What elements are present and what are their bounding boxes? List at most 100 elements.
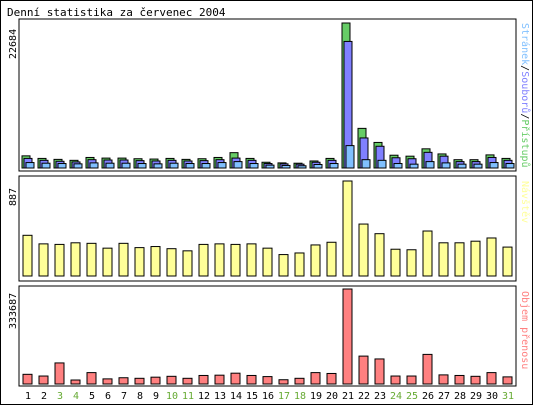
bar-kbytes [358, 355, 369, 385]
bar-visits [406, 249, 417, 277]
bar-visits [246, 243, 257, 277]
bar-visits [118, 242, 129, 277]
bar-pages [89, 162, 99, 169]
day-label: 24 [390, 391, 402, 402]
bar-pages [185, 163, 195, 169]
day-label: 28 [454, 391, 466, 402]
bar-kbytes [422, 353, 433, 385]
legend-separator: / [519, 113, 530, 119]
bar-pages [297, 165, 307, 169]
bar-visits [342, 180, 353, 277]
day-label: 7 [121, 391, 127, 402]
day-label: 1 [25, 391, 31, 402]
bar-kbytes [294, 377, 305, 385]
bar-pages [313, 163, 323, 169]
hits-max-label: 22684 [8, 29, 19, 59]
bar-visits [422, 230, 433, 277]
bar-pages [57, 163, 67, 169]
bar-pages [105, 162, 115, 169]
bar-kbytes [390, 375, 401, 385]
day-label: 30 [486, 391, 498, 402]
bar-kbytes [38, 375, 49, 385]
day-label: 26 [422, 391, 434, 402]
bar-kbytes [118, 377, 129, 385]
bar-visits [358, 223, 369, 277]
legend-files: Souborů [519, 71, 531, 113]
bar-pages [73, 163, 83, 169]
day-label: 25 [406, 391, 418, 402]
kbytes-panel [18, 285, 517, 387]
bar-kbytes [278, 379, 289, 385]
visits-max-label: 887 [8, 188, 19, 206]
bar-pages [457, 163, 467, 169]
bar-pages [201, 163, 211, 169]
bar-kbytes [342, 288, 353, 385]
bar-kbytes [230, 372, 241, 385]
bar-visits [390, 248, 401, 277]
day-label: 12 [198, 391, 210, 402]
bar-kbytes [214, 374, 225, 385]
day-label: 14 [230, 391, 242, 402]
day-label: 31 [502, 391, 514, 402]
bar-pages [505, 163, 515, 169]
bar-visits [294, 252, 305, 277]
day-label: 3 [57, 391, 63, 402]
bar-visits [70, 242, 81, 277]
day-label: 27 [438, 391, 450, 402]
legend-visits: Návštěv [519, 181, 531, 223]
bar-visits [374, 233, 385, 277]
bar-pages [473, 163, 483, 169]
bar-pages [121, 162, 131, 169]
bar-pages [265, 164, 275, 169]
day-label: 2 [41, 391, 47, 402]
day-label: 4 [73, 391, 79, 402]
bar-visits [454, 242, 465, 277]
bar-kbytes [134, 377, 145, 385]
day-label: 6 [105, 391, 111, 402]
bar-kbytes [438, 374, 449, 385]
bar-visits [54, 243, 65, 277]
bar-pages [41, 162, 51, 169]
legend-kbytes: Objem přenosu [519, 291, 531, 369]
bar-pages [249, 163, 259, 169]
day-label: 15 [246, 391, 258, 402]
bar-pages [489, 162, 499, 169]
bar-pages [393, 163, 403, 169]
bar-visits [310, 244, 321, 277]
bar-visits [214, 243, 225, 277]
bar-visits [230, 243, 241, 277]
bar-visits [38, 243, 49, 277]
day-axis: 1 2 3 4 5 6 7 8 9 10 11 12 13 14 15 16 17 18 19 20 21 22 23 24 2… [25, 391, 514, 402]
day-label: 17 [278, 391, 290, 402]
bar-kbytes [310, 372, 321, 385]
bar-visits [86, 242, 97, 277]
bar-kbytes [454, 374, 465, 385]
bar-pages [377, 159, 387, 169]
bar-pages [329, 163, 339, 169]
bar-kbytes [374, 358, 385, 385]
day-label: 13 [214, 391, 226, 402]
chart-title: Denní statistika za červenec 2004 [7, 6, 226, 19]
bar-kbytes [86, 372, 97, 385]
bar-kbytes [54, 362, 65, 385]
bar-pages [137, 163, 147, 169]
day-label: 8 [137, 391, 143, 402]
day-label: 20 [326, 391, 338, 402]
day-label: 18 [294, 391, 306, 402]
day-label: 10 [166, 391, 178, 402]
bar-pages [409, 163, 419, 169]
bar-pages [281, 164, 291, 169]
day-label: 5 [89, 391, 95, 402]
bar-visits [150, 246, 161, 277]
bar-kbytes [246, 374, 257, 385]
bar-visits [22, 234, 33, 277]
bar-pages [361, 159, 371, 169]
bar-visits [102, 247, 113, 277]
bar-visits [198, 243, 209, 277]
day-label: 19 [310, 391, 322, 402]
bar-pages [25, 162, 35, 169]
bar-visits [134, 247, 145, 277]
bar-pages [153, 163, 163, 169]
hits-legend: Stránek/Souborů/Přístupů [519, 23, 531, 168]
